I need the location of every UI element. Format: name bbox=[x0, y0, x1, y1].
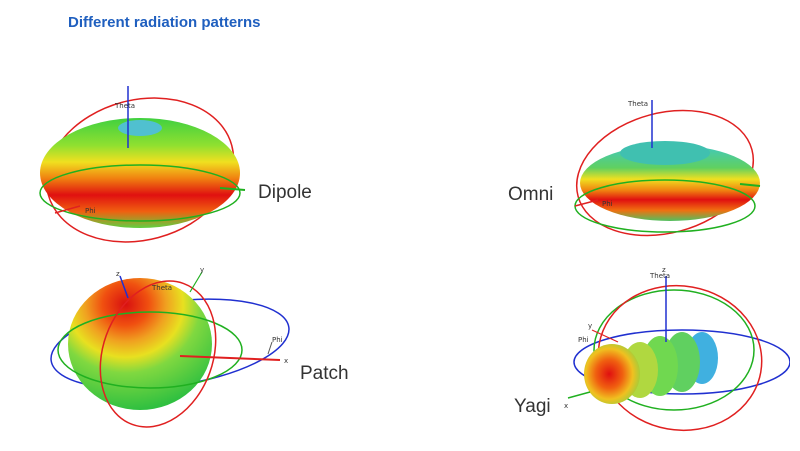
yagi-ring-red bbox=[597, 284, 763, 432]
yagi-ring-green bbox=[593, 289, 755, 411]
yagi-phi-label: Phi bbox=[578, 336, 589, 344]
patch-pattern-figure: z y x Theta Phi bbox=[50, 266, 290, 428]
dipole-axis-x bbox=[54, 205, 81, 214]
patch-y-label: y bbox=[200, 266, 204, 274]
yagi-pattern-figure: Theta z y Phi x bbox=[564, 266, 790, 432]
yagi-axis-x bbox=[567, 391, 591, 399]
patch-ring-red bbox=[99, 280, 217, 428]
yagi-y-label: y bbox=[588, 322, 592, 330]
dipole-phi-label: Phi bbox=[85, 207, 96, 215]
yagi-axis-y bbox=[591, 329, 619, 343]
dipole-pattern-figure: Theta Phi bbox=[39, 86, 246, 243]
patch-label: Patch bbox=[300, 363, 349, 384]
dipole-lobe bbox=[40, 118, 240, 228]
page-title: Different radiation patterns bbox=[68, 14, 261, 31]
dipole-theta-label: Theta bbox=[114, 102, 135, 110]
patch-x-label: x bbox=[284, 357, 288, 365]
dipole-axis-phi bbox=[219, 187, 246, 191]
patch-axis-x bbox=[179, 355, 281, 361]
patch-phi-label: Phi bbox=[272, 336, 283, 344]
patch-axis-y bbox=[189, 271, 203, 293]
patch-axis-z bbox=[119, 275, 129, 299]
yagi-x-label: x bbox=[564, 402, 568, 410]
omni-theta-label: Theta bbox=[627, 100, 648, 108]
yagi-label: Yagi bbox=[514, 396, 551, 417]
dipole-label: Dipole bbox=[258, 182, 312, 203]
yagi-theta-label: Theta bbox=[649, 272, 670, 280]
dipole-ring-green bbox=[39, 164, 241, 222]
omni-axis-x bbox=[574, 199, 599, 207]
omni-lobe bbox=[580, 145, 760, 221]
omni-phi-label: Phi bbox=[602, 200, 613, 208]
patch-lobe bbox=[68, 278, 212, 410]
patch-ring-green bbox=[57, 311, 243, 389]
dipole-null-top bbox=[118, 120, 162, 136]
yagi-main-lobe bbox=[584, 344, 640, 404]
omni-pattern-figure: Theta Phi bbox=[574, 100, 761, 237]
omni-label: Omni bbox=[508, 184, 554, 205]
patch-z-label: z bbox=[116, 270, 120, 278]
patch-theta-label: Theta bbox=[151, 284, 172, 292]
patch-axis-phi bbox=[267, 341, 273, 355]
yagi-z-label: z bbox=[662, 266, 666, 274]
omni-null-top bbox=[620, 141, 710, 165]
yagi-ring-blue bbox=[573, 329, 790, 395]
omni-axis-phi bbox=[739, 183, 761, 187]
